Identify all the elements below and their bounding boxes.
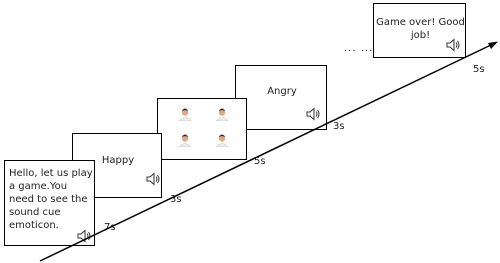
faces-box <box>157 98 247 160</box>
duration-label: 3s <box>333 121 345 132</box>
intro-box: Hello, let us play a game.You need to se… <box>4 160 95 246</box>
duration-label: 5s <box>254 156 266 167</box>
ellipsis: ... ... <box>344 43 374 54</box>
cue-text: Game over! Good job! <box>376 17 465 41</box>
cue-text: Hello, let us play a game.You need to se… <box>9 168 93 231</box>
face-image <box>215 108 229 121</box>
cue-text: Angry <box>267 86 297 97</box>
angry-box: Angry <box>235 65 327 130</box>
duration-label: 5s <box>473 64 485 75</box>
duration-label: 3s <box>170 194 182 205</box>
end-box: Game over! Good job! <box>373 3 466 58</box>
speaker-icon <box>306 107 320 121</box>
speaker-icon <box>446 38 460 52</box>
duration-label: 7s <box>104 222 116 233</box>
speaker-icon <box>146 172 160 186</box>
face-image <box>178 108 192 121</box>
speaker-icon <box>77 229 91 243</box>
face-image <box>215 134 229 147</box>
face-image <box>178 134 192 147</box>
